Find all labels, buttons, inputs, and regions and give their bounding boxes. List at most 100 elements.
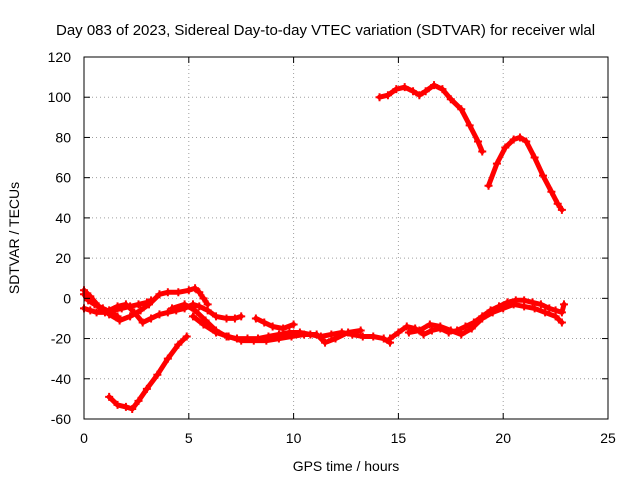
data-point (224, 332, 233, 341)
data-point (182, 332, 191, 341)
data-point (557, 205, 566, 214)
data-point (427, 326, 436, 335)
x-tick-label: 25 (600, 430, 616, 446)
data-point (400, 83, 409, 92)
series-trace (169, 301, 393, 346)
data-point (457, 105, 466, 114)
data-point (430, 81, 439, 90)
series-trace (486, 134, 565, 213)
data-point (425, 320, 434, 329)
data-point (188, 312, 197, 321)
data-point (199, 294, 208, 303)
data-point (559, 300, 568, 309)
data-point (212, 328, 221, 337)
data-point (499, 304, 508, 313)
data-point (356, 326, 365, 335)
data-point (180, 300, 189, 309)
data-point (249, 336, 258, 345)
data-point (212, 312, 221, 321)
data-point (557, 318, 566, 327)
data-point (147, 296, 156, 305)
data-point (478, 147, 487, 156)
data-point (105, 392, 114, 401)
data-point (551, 312, 560, 321)
y-tick-label: 40 (55, 210, 71, 226)
series-track-12 (404, 300, 566, 339)
data-point (536, 300, 545, 309)
x-tick-label: 15 (391, 430, 407, 446)
data-point (465, 121, 474, 130)
data-point (386, 334, 395, 343)
data-point (331, 334, 340, 343)
y-tick-label: 80 (55, 129, 71, 145)
data-point (191, 306, 200, 315)
data-point (515, 133, 524, 142)
data-point (509, 300, 518, 309)
data-point (419, 330, 428, 339)
data-point (155, 290, 164, 299)
y-tick-label: -40 (51, 371, 71, 387)
data-point (530, 304, 539, 313)
data-point (289, 320, 298, 329)
series-track-11 (386, 296, 568, 343)
plot-frame (83, 56, 609, 420)
series-trace (106, 334, 190, 412)
data-point (520, 302, 529, 311)
chart-title: Day 083 of 2023, Sidereal Day-to-day VTE… (56, 22, 595, 39)
data-point (300, 330, 309, 339)
series-track-5 (105, 332, 191, 413)
data-point (92, 308, 101, 317)
y-tick-label: 20 (55, 250, 71, 266)
data-point (279, 324, 288, 333)
x-tick-label: 0 (80, 430, 88, 446)
data-point (195, 302, 204, 311)
data-point (392, 85, 401, 94)
data-point (474, 137, 483, 146)
data-point (528, 298, 537, 307)
data-point (409, 87, 418, 96)
data-point (287, 332, 296, 341)
data-point (539, 171, 548, 180)
data-point (557, 308, 566, 317)
data-point (415, 91, 424, 100)
series-track-10 (484, 133, 566, 214)
data-point (126, 312, 135, 321)
data-point (203, 306, 212, 315)
y-tick-label: -60 (51, 411, 71, 427)
data-point (113, 400, 122, 409)
data-point (142, 298, 151, 307)
data-point (121, 300, 130, 309)
data-point (86, 306, 95, 315)
data-point (375, 93, 384, 102)
data-point (274, 334, 283, 343)
data-point (155, 310, 164, 319)
data-point (492, 159, 501, 168)
data-point (522, 137, 531, 146)
data-point (501, 143, 510, 152)
data-point (163, 288, 172, 297)
data-point (168, 304, 177, 313)
y-axis-label: SDTVAR / TECUs (6, 182, 22, 294)
data-point (404, 328, 413, 337)
data-point (121, 402, 130, 411)
data-point (446, 95, 455, 104)
data-point (251, 314, 260, 323)
y-tick-label: 120 (48, 49, 72, 65)
series-track-8 (251, 314, 298, 333)
data-point (484, 181, 493, 190)
data-point (184, 286, 193, 295)
x-tick-label: 10 (286, 430, 302, 446)
data-point (446, 326, 455, 335)
y-tick-label: 0 (63, 290, 71, 306)
data-point (128, 404, 137, 413)
data-series (80, 81, 568, 413)
data-point (105, 306, 114, 315)
data-point (478, 314, 487, 323)
data-point (344, 328, 353, 337)
series-track-4 (105, 300, 246, 327)
data-point (191, 284, 200, 293)
data-point (327, 330, 336, 339)
data-point (237, 336, 246, 345)
data-point (541, 308, 550, 317)
